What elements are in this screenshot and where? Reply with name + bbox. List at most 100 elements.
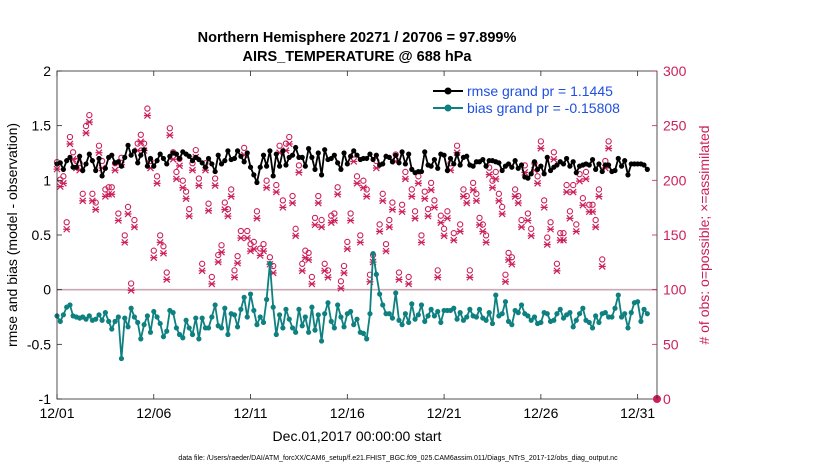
bias-point xyxy=(109,326,115,332)
rmse-line xyxy=(56,144,649,184)
obs-assimilated-point xyxy=(466,273,474,281)
obs-possible-point xyxy=(286,133,293,141)
obs-possible-point xyxy=(450,230,457,237)
bias-point xyxy=(173,325,180,331)
obs-possible-point xyxy=(566,208,574,215)
obs-possible-point xyxy=(489,177,496,184)
rmse-point xyxy=(567,163,573,169)
rmse-point xyxy=(89,158,96,164)
bias-line xyxy=(56,252,649,360)
obs-assimilated-point xyxy=(334,190,342,198)
obs-possible-point xyxy=(321,260,328,267)
bias-point xyxy=(364,336,370,342)
rmse-point xyxy=(83,161,89,167)
rmse-point xyxy=(547,167,554,174)
obs-possible-point xyxy=(244,227,251,235)
obs-assimilated-point xyxy=(185,212,193,220)
rmse-point xyxy=(615,155,621,162)
bias-point xyxy=(457,310,463,316)
obs-possible-point xyxy=(186,205,193,213)
obs-possible-point xyxy=(337,278,345,285)
obs-possible-point xyxy=(466,267,473,274)
rmse-point xyxy=(534,166,541,172)
rmse-point xyxy=(64,158,70,164)
obs-possible-point xyxy=(386,216,393,224)
rmse-point xyxy=(464,153,470,159)
bias-point xyxy=(531,314,538,320)
obs-assimilated-point xyxy=(311,221,319,229)
obs-assimilated-point xyxy=(356,238,364,246)
rmse-point xyxy=(441,152,447,158)
y-tick-label-left: -1 xyxy=(39,391,52,407)
bias-point xyxy=(525,313,531,319)
obs-possible-point xyxy=(192,146,199,154)
obs-possible-point xyxy=(379,190,386,197)
rmse-point xyxy=(141,147,147,153)
bias-point xyxy=(254,322,260,328)
obs-possible-point xyxy=(382,240,390,248)
bias-point xyxy=(370,250,376,257)
obs-possible-point xyxy=(241,144,248,152)
bias-point xyxy=(589,325,596,331)
obs-assimilated-point xyxy=(166,131,174,139)
obs-possible-point xyxy=(108,184,115,191)
rmse-point xyxy=(67,154,73,160)
obs-possible-point xyxy=(357,232,364,239)
chart-subtitle: AIRS_TEMPERATURE @ 688 hPa xyxy=(242,49,472,65)
obs-possible-point xyxy=(292,225,299,232)
obs-assimilated-point xyxy=(176,162,184,170)
obs-assimilated-point xyxy=(524,217,532,224)
rmse-point xyxy=(125,142,131,148)
bias-point xyxy=(157,320,163,327)
bias-point xyxy=(567,310,573,316)
bias-point xyxy=(102,310,108,316)
bias-point xyxy=(299,323,305,329)
obs-assimilated-point xyxy=(272,188,280,196)
bias-point xyxy=(464,314,470,320)
obs-possible-point xyxy=(389,199,396,206)
obs-assimilated-point xyxy=(253,214,261,222)
bias-point xyxy=(373,271,379,277)
rmse-point xyxy=(370,156,376,163)
bias-point xyxy=(189,331,196,338)
bias-point xyxy=(328,318,334,324)
y-axis-right-label: # of obs: o=possible; ×=assimilated xyxy=(696,125,712,344)
bias-point xyxy=(322,311,328,317)
rmse-point xyxy=(354,152,360,158)
bias-point xyxy=(576,311,583,317)
obs-assimilated-point xyxy=(224,212,232,220)
y-tick-label-right: 250 xyxy=(663,118,687,134)
obs-possible-point xyxy=(234,252,241,260)
obs-assimilated-point xyxy=(195,182,203,189)
rmse-point xyxy=(622,158,628,164)
bias-point xyxy=(147,329,154,335)
bias-point xyxy=(247,291,254,297)
obs-possible-point xyxy=(299,260,306,267)
rmse-point xyxy=(86,151,92,157)
rmse-point xyxy=(538,163,544,169)
bias-point xyxy=(286,316,292,322)
obs-assimilated-point xyxy=(430,203,438,211)
obs-possible-point xyxy=(541,197,548,204)
bias-point xyxy=(222,305,228,311)
rmse-point xyxy=(147,155,154,162)
obs-possible-point xyxy=(440,225,448,232)
rmse-point xyxy=(402,161,408,167)
obs-assimilated-point xyxy=(163,276,171,283)
bias-point xyxy=(112,318,118,324)
obs-assimilated-point xyxy=(124,210,132,218)
obs-assimilated-point xyxy=(395,276,403,283)
rmse-point xyxy=(431,156,438,163)
obs-possible-point xyxy=(331,210,338,217)
bias-point xyxy=(209,314,215,320)
bias-point xyxy=(622,311,628,317)
obs-possible-point xyxy=(411,208,419,215)
rmse-point xyxy=(422,149,428,155)
x-tick-label: 12/31 xyxy=(620,405,655,421)
rmse-point xyxy=(276,163,283,169)
rmse-point xyxy=(309,154,315,160)
rmse-point xyxy=(212,168,218,175)
obs-possible-point xyxy=(173,168,180,176)
obs-possible-point xyxy=(579,195,587,202)
rmse-point xyxy=(470,163,476,169)
